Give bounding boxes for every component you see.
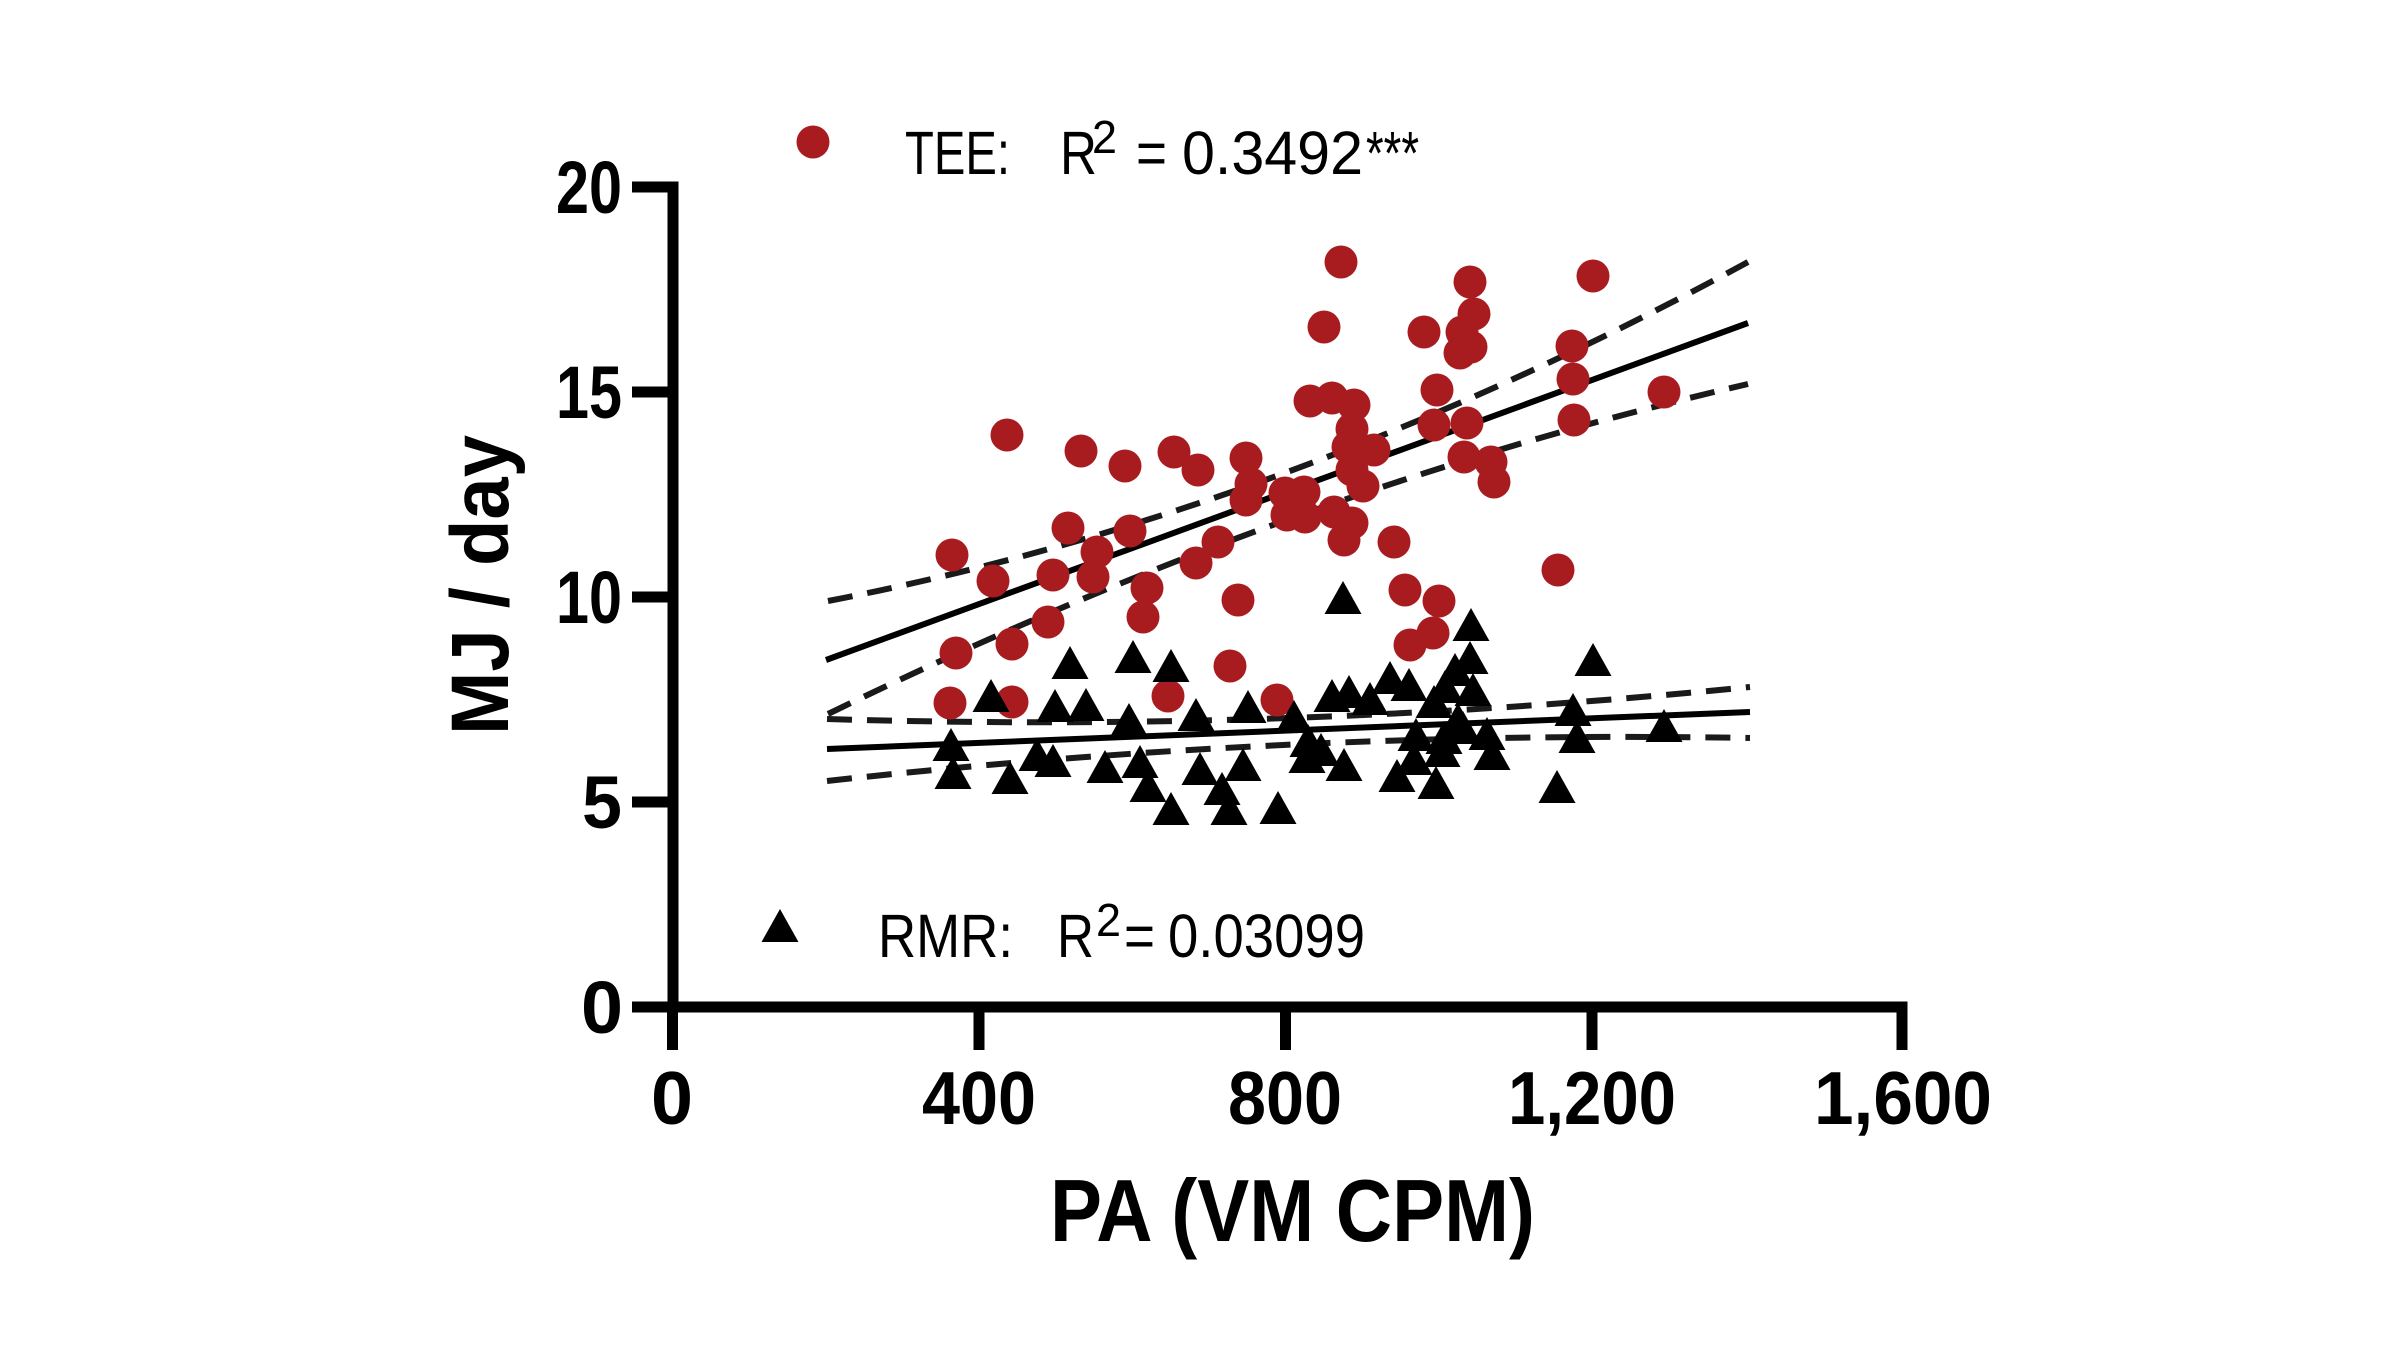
svg-text:RMR:: RMR:: [878, 902, 1013, 970]
svg-text:R: R: [1057, 902, 1094, 970]
svg-text:MJ / day: MJ / day: [435, 435, 526, 735]
svg-text:20: 20: [556, 146, 622, 229]
svg-text:TEE:: TEE:: [905, 119, 1010, 187]
svg-text:0.3492: 0.3492: [1182, 119, 1363, 187]
svg-text:=: =: [1136, 119, 1167, 187]
svg-text:R: R: [1060, 119, 1097, 187]
svg-text:***: ***: [1366, 119, 1419, 187]
svg-text:0.03099: 0.03099: [1168, 902, 1365, 970]
svg-text:400: 400: [922, 1056, 1036, 1140]
svg-text:2: 2: [1096, 894, 1121, 946]
svg-text:15: 15: [556, 351, 622, 434]
svg-text:5: 5: [582, 761, 622, 844]
svg-text:0: 0: [651, 1056, 693, 1140]
svg-text:PA (VM CPM): PA (VM CPM): [1050, 1161, 1535, 1260]
svg-text:800: 800: [1228, 1056, 1342, 1140]
svg-text:2: 2: [1092, 111, 1117, 163]
svg-text:10: 10: [556, 556, 622, 639]
svg-text:1,200: 1,200: [1508, 1056, 1676, 1140]
svg-text:0: 0: [581, 966, 623, 1049]
svg-text:1,600: 1,600: [1814, 1056, 1992, 1140]
svg-text:=: =: [1124, 902, 1155, 970]
